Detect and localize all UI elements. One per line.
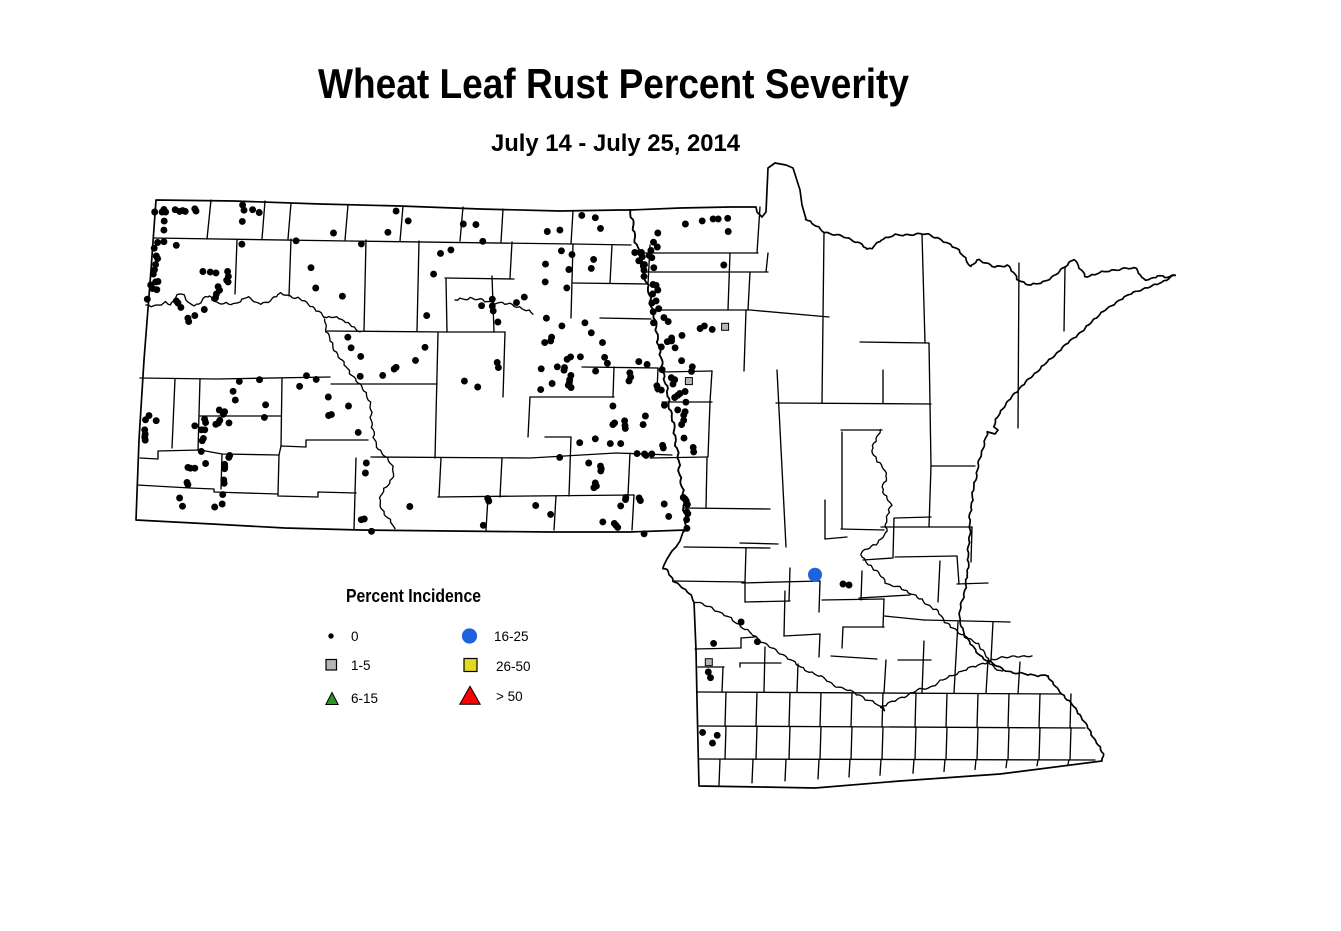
svg-text:26-50: 26-50 — [496, 659, 531, 674]
svg-text:0: 0 — [351, 629, 359, 644]
svg-text:Wheat Leaf Rust Percent Severi: Wheat Leaf Rust Percent Severity — [318, 60, 910, 107]
svg-text:July 14 - July 25, 2014: July 14 - July 25, 2014 — [491, 130, 741, 157]
svg-text:1-5: 1-5 — [351, 658, 371, 673]
svg-text:16-25: 16-25 — [494, 629, 529, 644]
svg-text:6-15: 6-15 — [351, 691, 378, 706]
svg-text:> 50: > 50 — [496, 689, 523, 704]
svg-text:Percent Incidence: Percent Incidence — [346, 586, 481, 606]
